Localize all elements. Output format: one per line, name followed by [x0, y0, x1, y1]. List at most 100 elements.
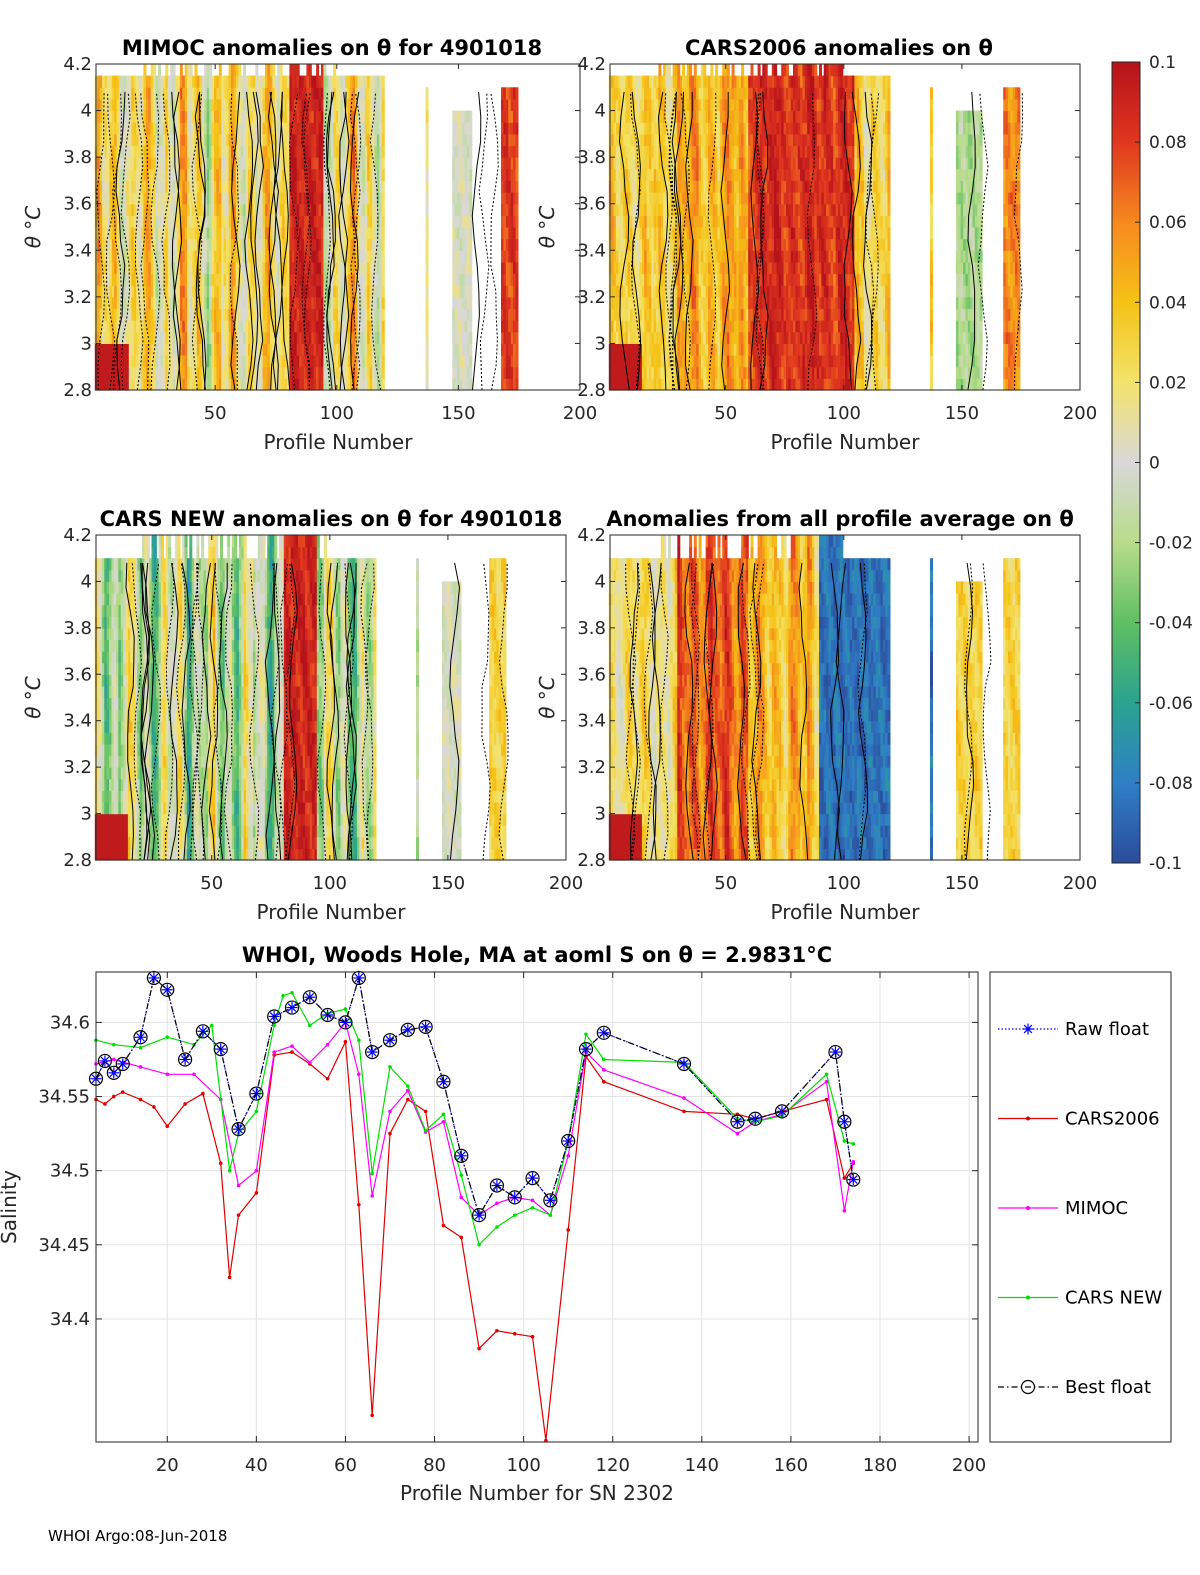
- heatmap-cell: [111, 75, 115, 88]
- heatmap-cell: [257, 110, 261, 123]
- heatmap-cell: [459, 320, 463, 333]
- heatmap-cell: [425, 110, 429, 123]
- heatmap-cell: [359, 355, 363, 368]
- heatmap-cell: [172, 87, 176, 100]
- heatmap-cell: [221, 320, 225, 333]
- heatmap-cell: [303, 145, 307, 158]
- heatmap-cell: [226, 261, 230, 275]
- heatmap-cell: [279, 64, 283, 77]
- heatmap-cell: [131, 133, 135, 147]
- heatmap-cell: [216, 261, 220, 275]
- heatmap-cell: [162, 180, 166, 193]
- heatmap-cell: [323, 87, 327, 100]
- heatmap-cell: [367, 227, 371, 240]
- heatmap-cell: [109, 227, 113, 240]
- heatmap-cell: [352, 168, 356, 181]
- heatmap-cell: [206, 273, 210, 286]
- heatmap-cell: [240, 320, 244, 333]
- heatmap-cell: [323, 308, 327, 321]
- heatmap-cell: [347, 331, 351, 344]
- heatmap-cell: [299, 227, 303, 240]
- heatmap-cell: [182, 285, 186, 298]
- heatmap-cell: [177, 133, 181, 147]
- heatmap-cell: [262, 366, 266, 379]
- heatmap-cell: [277, 250, 281, 263]
- heatmap-cell: [204, 98, 208, 112]
- heatmap-cell: [199, 378, 203, 391]
- heatmap-cell: [333, 75, 337, 88]
- heatmap-cell: [252, 227, 256, 240]
- heatmap-cell: [289, 110, 293, 123]
- heatmap-cell: [284, 238, 288, 251]
- heatmap-cell: [189, 238, 193, 251]
- heatmap-cell: [299, 157, 303, 170]
- heatmap-cell: [231, 180, 234, 193]
- heatmap-cell: [167, 308, 171, 321]
- heatmap-cell: [362, 250, 366, 263]
- heatmap-cell: [345, 203, 349, 216]
- heatmap-cell: [369, 285, 373, 298]
- heatmap-cell: [318, 133, 322, 147]
- heatmap-cell: [228, 308, 232, 321]
- heatmap-cell: [372, 215, 376, 228]
- heatmap-cell: [179, 366, 183, 379]
- heatmap-cell: [109, 203, 113, 216]
- heatmap-cell: [291, 203, 295, 216]
- heatmap-cell: [182, 110, 186, 123]
- heatmap-cell: [194, 157, 198, 170]
- heatmap-cell: [301, 203, 305, 216]
- heatmap-cell: [204, 308, 208, 321]
- heatmap-cell: [318, 285, 322, 298]
- heatmap-cell: [362, 168, 366, 181]
- heatmap-cell: [381, 157, 385, 170]
- heatmap-cell: [262, 145, 266, 158]
- heatmap-cell: [143, 250, 147, 263]
- heatmap-cell: [303, 308, 307, 321]
- heatmap-cell: [141, 261, 144, 275]
- heatmap-cell: [316, 168, 320, 181]
- heatmap-cell: [318, 331, 322, 344]
- heatmap-cell: [265, 250, 268, 263]
- heatmap-cell: [238, 145, 242, 158]
- heatmap-cell: [250, 157, 254, 170]
- heatmap-cell: [260, 331, 264, 344]
- heatmap-cell: [245, 378, 249, 391]
- heatmap-cell: [97, 261, 101, 275]
- heatmap-cell: [121, 366, 125, 379]
- heatmap-cell: [457, 285, 461, 298]
- heatmap-cell: [282, 180, 286, 193]
- heatmap-cell: [262, 98, 266, 112]
- heatmap-cell: [252, 133, 256, 147]
- heatmap-cell: [206, 122, 210, 135]
- heatmap-cell: [231, 122, 234, 135]
- heatmap-cell: [187, 203, 191, 216]
- heatmap-cell: [452, 250, 456, 263]
- heatmap-cell: [218, 308, 222, 321]
- heatmap-cell: [138, 308, 142, 321]
- heatmap-cell: [274, 110, 278, 123]
- heatmap-cell: [158, 145, 161, 158]
- heatmap-cell: [291, 378, 295, 391]
- heatmap-cell: [201, 331, 205, 344]
- heatmap-cell: [99, 308, 103, 321]
- heatmap-cell: [333, 378, 337, 391]
- heatmap-cell: [99, 203, 103, 216]
- heatmap-cell: [194, 75, 198, 88]
- heatmap-cell: [128, 75, 132, 88]
- heatmap-cell: [170, 355, 174, 368]
- heatmap-cell: [364, 180, 368, 193]
- heatmap-cell: [330, 157, 334, 170]
- heatmap-cell: [364, 238, 368, 251]
- heatmap-cell: [145, 227, 149, 240]
- heatmap-cell: [150, 285, 154, 298]
- heatmap-cell: [267, 122, 271, 135]
- heatmap-cell: [184, 331, 188, 344]
- heatmap-cell: [296, 343, 300, 356]
- heatmap-cell: [240, 192, 244, 205]
- heatmap-cell: [313, 238, 317, 251]
- heatmap-cell: [265, 180, 268, 193]
- heatmap-cell: [211, 122, 215, 135]
- heatmap-cell: [121, 273, 125, 286]
- heatmap-cell: [303, 180, 307, 193]
- heatmap-cell: [452, 133, 456, 147]
